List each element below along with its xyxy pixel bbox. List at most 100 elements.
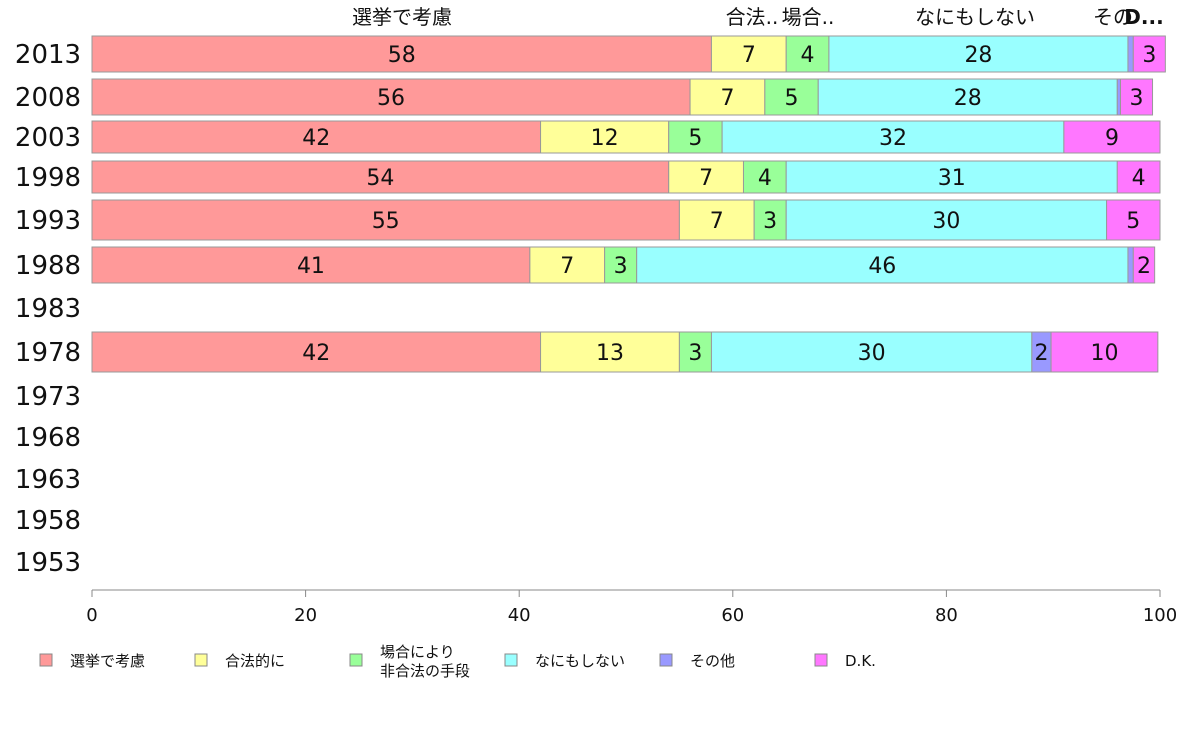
data-label-1998-s2: 4: [758, 166, 772, 191]
data-label-2008-s0: 56: [377, 86, 405, 111]
data-label-1998-s1: 7: [699, 166, 713, 191]
data-label-1998-s3: 31: [938, 166, 966, 191]
bar-segment-1993-s2: [753, 199, 787, 241]
data-label-2008-s5: 3: [1130, 86, 1144, 111]
legend-swatch-1: [194, 653, 208, 667]
bar-segment-2013-s3: [828, 35, 1129, 73]
legend-label-5: D.K.: [845, 652, 876, 670]
data-label-1993-s3: 30: [932, 209, 960, 234]
bar-segment-1978-s3: [710, 331, 1033, 373]
x-tick-label-0: 0: [86, 605, 97, 626]
bar-segment-2003-s0: [91, 120, 542, 154]
bar-segment-2013-s0: [91, 35, 712, 73]
y-tick-label-1983: 1983: [15, 294, 81, 324]
data-label-1993-s5: 5: [1126, 209, 1140, 234]
bar-segment-1998-s2: [742, 160, 787, 194]
legend-label-0: 選挙で考慮: [70, 652, 145, 670]
bar-segment-1993-s5: [1106, 199, 1161, 241]
bar-segment-2013-s2: [785, 35, 830, 73]
legend-swatch-4: [659, 653, 673, 667]
bar-segment-1978-s1: [540, 331, 680, 373]
legend-swatch-3: [504, 653, 518, 667]
bar-segment-1993-s1: [678, 199, 755, 241]
data-label-1978-s5: 10: [1090, 341, 1118, 366]
bar-segment-2003-s3: [721, 120, 1065, 154]
bar-segment-2008-s5: [1119, 78, 1154, 116]
data-label-1978-s2: 3: [688, 341, 702, 366]
column-headers: 選挙で考慮 合法.. 場合.. なにもしない そのD...: [352, 5, 1164, 29]
x-tick-label-40: 40: [508, 605, 531, 626]
bar-segment-1988-s1: [529, 246, 606, 284]
legend-label-4: その他: [690, 652, 735, 670]
data-label-2003-s0: 42: [302, 126, 330, 151]
x-tick-label-80: 80: [935, 605, 958, 626]
column-header-1: 合法..: [726, 5, 779, 29]
y-tick-label-1963: 1963: [15, 465, 81, 495]
data-label-1998-s5: 4: [1132, 166, 1146, 191]
y-tick-label-2003: 2003: [15, 123, 81, 153]
data-label-2013-s0: 58: [388, 43, 416, 68]
data-label-1978-s4: 2: [1034, 341, 1048, 366]
y-tick-label-1988: 1988: [15, 251, 81, 281]
bar-segment-1988-s5: [1132, 246, 1156, 284]
y-tick-label-1968: 1968: [15, 423, 81, 453]
bar-segment-1988-s0: [91, 246, 531, 284]
y-tick-label-2013: 2013: [15, 40, 81, 70]
data-label-1988-s3: 46: [868, 254, 896, 279]
data-label-1988-s0: 41: [297, 254, 325, 279]
bar-segment-1998-s3: [785, 160, 1118, 194]
data-label-2008-s3: 28: [954, 86, 982, 111]
bar-segment-1988-s4: [1127, 246, 1134, 284]
data-label-1988-s5: 2: [1137, 254, 1151, 279]
y-tick-label-1978: 1978: [15, 338, 81, 368]
data-label-2003-s1: 12: [591, 126, 619, 151]
data-label-2003-s2: 5: [688, 126, 702, 151]
data-label-1978-s1: 13: [596, 341, 624, 366]
data-label-1993-s0: 55: [372, 209, 400, 234]
column-header-5: D...: [1124, 5, 1163, 29]
bar-segment-1978-s2: [678, 331, 712, 373]
y-tick-label-2008: 2008: [15, 83, 81, 113]
data-label-1993-s1: 7: [710, 209, 724, 234]
bar-segment-2013-s4: [1127, 35, 1134, 73]
data-label-1993-s2: 3: [763, 209, 777, 234]
y-tick-label-1958: 1958: [15, 506, 81, 536]
legend: 選挙で考慮 合法的に 場合により非合法の手段 なにもしない その他 D.K.: [39, 643, 876, 680]
data-label-2013-s3: 28: [964, 43, 992, 68]
x-axis: 0 20 40 60 80 100: [86, 589, 1177, 626]
bar-segment-1993-s3: [785, 199, 1108, 241]
data-label-2008-s2: 5: [785, 86, 799, 111]
legend-label-3: なにもしない: [535, 652, 625, 670]
data-label-2008-s1: 7: [720, 86, 734, 111]
x-tick-label-60: 60: [721, 605, 744, 626]
x-tick-label-100: 100: [1143, 605, 1177, 626]
bar-segment-2013-s5: [1132, 35, 1166, 73]
bar-segment-2003-s5: [1063, 120, 1161, 154]
bar-segment-1988-s3: [636, 246, 1129, 284]
data-label-2013-s5: 3: [1142, 43, 1156, 68]
data-label-1988-s1: 7: [560, 254, 574, 279]
legend-label-1: 合法的に: [225, 652, 285, 670]
data-label-2003-s5: 9: [1105, 126, 1119, 151]
legend-swatch-2: [349, 653, 363, 667]
legend-swatch-5: [814, 653, 828, 667]
y-tick-label-1998: 1998: [15, 163, 81, 193]
bar-segment-1998-s5: [1116, 160, 1161, 194]
bar-segment-1998-s0: [91, 160, 670, 194]
column-header-2: 場合..: [782, 5, 835, 29]
bar-segment-2008-s0: [91, 78, 691, 116]
data-label-1978-s0: 42: [302, 341, 330, 366]
bar-segment-2008-s3: [817, 78, 1118, 116]
legend-label-2: 場合により非合法の手段: [380, 643, 470, 680]
bar-segment-2003-s1: [540, 120, 670, 154]
y-tick-label-1953: 1953: [15, 548, 81, 578]
bar-segment-1988-s2: [604, 246, 638, 284]
bar-segment-2013-s1: [710, 35, 787, 73]
bar-segment-2008-s2: [764, 78, 819, 116]
bar-segment-1998-s1: [668, 160, 744, 194]
data-label-2003-s3: 32: [879, 126, 907, 151]
y-tick-label-1973: 1973: [15, 382, 81, 412]
data-label-1978-s3: 30: [858, 341, 886, 366]
